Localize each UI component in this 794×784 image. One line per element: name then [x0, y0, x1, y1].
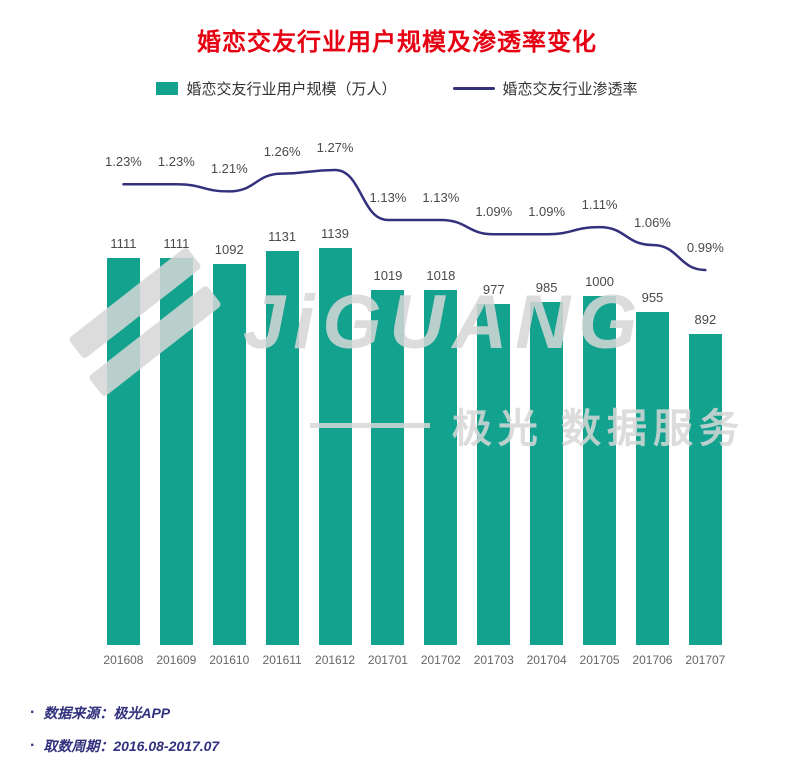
bar	[530, 301, 564, 645]
bar-value-label: 955	[641, 290, 664, 306]
bar-value-label: 1092	[214, 242, 244, 258]
x-axis-label: 201611	[262, 653, 302, 667]
x-axis-label: 201706	[632, 653, 673, 667]
line-point-label: 1.26%	[263, 143, 301, 159]
line-point-label: 1.13%	[422, 189, 460, 205]
data-source-text: 数据来源：极光APP	[43, 705, 171, 721]
bar	[583, 296, 617, 645]
bar-value-label: 977	[482, 282, 505, 298]
line-point-label: 1.09%	[475, 204, 513, 220]
legend-item-line-series: 婚恋交友行业渗透率	[452, 78, 638, 99]
line-point-label: 1.27%	[316, 140, 354, 155]
line-point-label: 1.09%	[528, 204, 566, 220]
line-point-label: 1.13%	[369, 189, 407, 205]
bar	[265, 250, 299, 645]
x-axis-label: 201701	[367, 653, 408, 667]
data-source-note: · 数据来源：极光APP	[30, 703, 219, 723]
bar-value-label: 1019	[373, 267, 403, 283]
bar	[212, 264, 246, 645]
bar-series-swatch	[156, 82, 179, 95]
bullet-icon: ·	[30, 704, 36, 721]
line-point-label: 1.11%	[581, 197, 618, 213]
line-series-swatch	[452, 87, 495, 90]
chart-title: 婚恋交友行业用户规模及渗透率变化	[197, 29, 597, 56]
bar-value-label: 1139	[321, 226, 350, 241]
bar	[477, 304, 511, 645]
bar-value-label: 1018	[426, 268, 456, 284]
bar	[159, 257, 193, 645]
bar-value-label: 892	[694, 312, 717, 328]
legend: 婚恋交友行业用户规模（万人） 婚恋交友行业渗透率	[0, 78, 794, 99]
x-axis-label: 201703	[473, 653, 514, 667]
bar-value-label: 1131	[268, 228, 297, 244]
footer-notes: · 数据来源：极光APP · 取数周期：2016.08-2017.07	[30, 703, 219, 769]
line-point-label: 1.06%	[634, 214, 671, 230]
bar	[688, 334, 722, 645]
bar-value-label: 1111	[110, 235, 137, 251]
bar	[371, 289, 405, 645]
bar	[318, 248, 352, 645]
x-axis-label: 201608	[103, 653, 144, 667]
legend-line-label: 婚恋交友行业渗透率	[502, 81, 638, 98]
data-period-text: 取数周期：2016.08-2017.07	[43, 738, 220, 754]
bullet-icon: ·	[30, 737, 36, 754]
legend-item-bar-series: 婚恋交友行业用户规模（万人）	[156, 78, 397, 99]
x-axis-label: 201704	[526, 653, 567, 667]
bar-value-label: 985	[535, 279, 558, 295]
line-point-label: 1.23%	[105, 154, 142, 170]
bar	[106, 257, 140, 645]
line-point-label: 0.99%	[686, 239, 724, 255]
x-axis-label: 201609	[156, 653, 197, 667]
x-axis-label: 201612	[315, 653, 356, 667]
x-axis-label: 201702	[420, 653, 461, 667]
bar	[424, 290, 458, 645]
line-point-label: 1.21%	[210, 161, 248, 177]
bar-value-label: 1111	[163, 235, 190, 251]
data-period-note: · 取数周期：2016.08-2017.07	[30, 736, 219, 756]
x-axis-label: 201610	[209, 653, 250, 667]
x-axis-label: 201707	[685, 653, 726, 667]
line-point-label: 1.23%	[157, 154, 195, 170]
bar-value-label: 1000	[585, 274, 614, 290]
bar	[635, 312, 669, 645]
x-axis-label: 201705	[579, 653, 620, 667]
legend-bar-label: 婚恋交友行业用户规模（万人）	[186, 81, 397, 98]
